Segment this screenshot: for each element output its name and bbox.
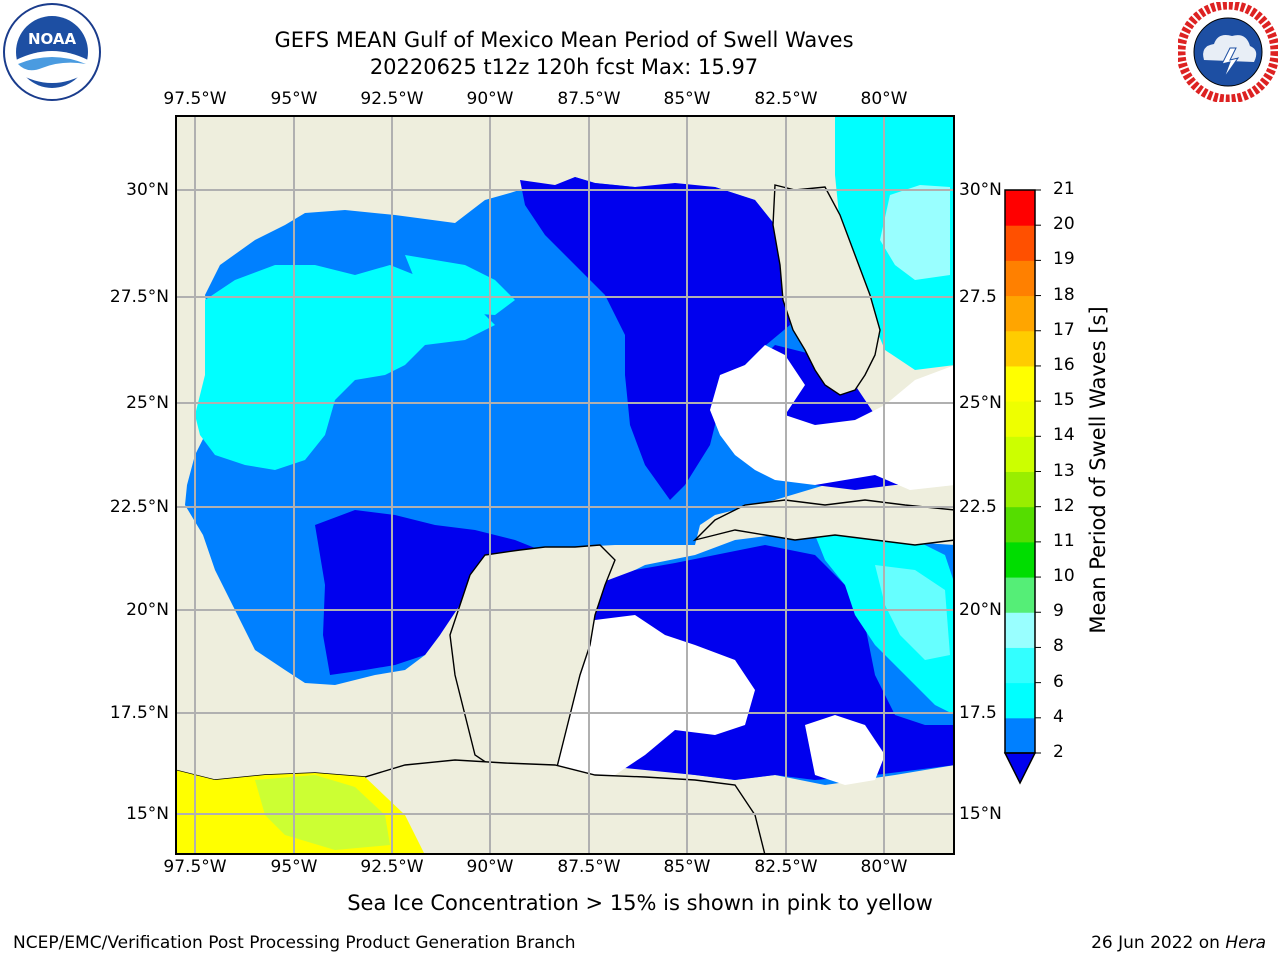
lon-label-bottom: 95°W bbox=[270, 857, 318, 877]
colorbar-tick-label: 14 bbox=[1053, 425, 1075, 446]
lon-label-top: 92.5°W bbox=[360, 89, 424, 109]
lon-label-bottom: 80°W bbox=[860, 857, 908, 877]
lon-label-top: 95°W bbox=[270, 89, 318, 109]
colorbar-bin bbox=[1005, 506, 1035, 543]
colorbar-bin bbox=[1005, 682, 1035, 719]
colorbar-bin bbox=[1005, 612, 1035, 648]
light-cyan-patch-caribbean bbox=[875, 565, 950, 660]
colorbar-bin bbox=[1005, 225, 1035, 261]
lon-label-top: 82.5°W bbox=[754, 89, 818, 109]
lon-label-top: 97.5°W bbox=[163, 89, 227, 109]
cyan-region-north bbox=[405, 255, 515, 315]
colorbar-tick-label: 19 bbox=[1053, 249, 1075, 270]
colorbar-bin bbox=[1005, 436, 1035, 472]
lat-label-right: 22.5 bbox=[959, 497, 997, 517]
colorbar-tick-label: 15 bbox=[1053, 390, 1075, 411]
lat-label-right: 27.5 bbox=[959, 287, 997, 307]
footer-branch: NCEP/EMC/Verification Post Processing Pr… bbox=[13, 933, 576, 953]
colorbar-bin bbox=[1005, 295, 1035, 332]
atlantic-pale-patch bbox=[880, 185, 950, 280]
footer-host: Hera bbox=[1225, 933, 1266, 953]
dark-blue-east-gulf bbox=[520, 177, 790, 500]
sea-ice-note: Sea Ice Concentration > 15% is shown in … bbox=[347, 891, 933, 915]
sea-ice-green-patch bbox=[255, 775, 390, 850]
colorbar-tick-label: 16 bbox=[1053, 354, 1075, 375]
lat-label-left: 17.5°N bbox=[109, 703, 169, 723]
no-data-patch-honduras bbox=[555, 615, 755, 780]
lat-label-right: 15°N bbox=[959, 804, 1002, 824]
footer-date: 26 Jun 2022 on Hera bbox=[1091, 933, 1266, 953]
colorbar-tick-label: 18 bbox=[1053, 284, 1075, 305]
lat-label-right: 30°N bbox=[959, 180, 1002, 200]
lat-label-left: 30°N bbox=[126, 180, 169, 200]
colorbar-bin bbox=[1005, 717, 1035, 754]
lat-label-left: 20°N bbox=[126, 600, 169, 620]
colorbar-bin bbox=[1005, 577, 1035, 613]
dark-blue-bay-of-campeche bbox=[315, 510, 540, 675]
cyan-region-west bbox=[195, 265, 495, 470]
lon-label-top: 85°W bbox=[663, 89, 711, 109]
chart-title: GEFS MEAN Gulf of Mexico Mean Period of … bbox=[274, 28, 854, 52]
colorbar-tick-label: 2 bbox=[1053, 742, 1064, 762]
colorbar-bin bbox=[1005, 330, 1035, 367]
colorbar-bin bbox=[1005, 190, 1035, 226]
colorbar-bin bbox=[1005, 401, 1035, 437]
no-data-patch-jamaica bbox=[805, 715, 885, 785]
lat-label-left: 27.5°N bbox=[109, 287, 169, 307]
lon-label-bottom: 90°W bbox=[466, 857, 514, 877]
chart-subtitle: 20220625 t12z 120h fcst Max: 15.97 bbox=[369, 55, 759, 79]
lon-label-bottom: 97.5°W bbox=[163, 857, 227, 877]
noaa-logo: NOAA bbox=[2, 2, 102, 102]
colorbar-bin bbox=[1005, 260, 1035, 297]
lat-label-left: 25°N bbox=[126, 393, 169, 413]
noaa-logo-text: NOAA bbox=[28, 30, 77, 48]
colorbar-tick-label: 6 bbox=[1053, 671, 1064, 692]
land-yucatan bbox=[449, 544, 616, 776]
colorbar-bin bbox=[1005, 471, 1035, 508]
lon-label-bottom: 87.5°W bbox=[557, 857, 621, 877]
lon-label-top: 80°W bbox=[860, 89, 908, 109]
lat-label-right: 20°N bbox=[959, 600, 1002, 620]
land-florida bbox=[772, 184, 881, 396]
colorbar-tick-label: 20 bbox=[1053, 214, 1075, 235]
lon-label-bottom: 82.5°W bbox=[754, 857, 818, 877]
lon-label-bottom: 85°W bbox=[663, 857, 711, 877]
map-panel bbox=[174, 115, 956, 856]
colorbar-extend-triangle bbox=[1003, 752, 1037, 785]
colorbar-tick-label: 13 bbox=[1053, 460, 1075, 481]
no-data-patch-bahamas bbox=[710, 345, 955, 490]
colorbar-tick-label: 17 bbox=[1053, 319, 1075, 340]
lat-label-right: 17.5 bbox=[959, 703, 997, 723]
swell-period-map bbox=[174, 115, 956, 856]
lat-label-left: 22.5°N bbox=[109, 497, 169, 517]
colorbar-tick-label: 21 bbox=[1053, 179, 1075, 199]
nws-logo bbox=[1176, 0, 1280, 104]
colorbar-tick-label: 12 bbox=[1053, 495, 1075, 516]
colorbar-graphic bbox=[1003, 189, 1041, 785]
lon-label-top: 90°W bbox=[466, 89, 514, 109]
colorbar-label: Mean Period of Swell Waves [s] bbox=[1086, 306, 1110, 634]
colorbar-tick-label: 4 bbox=[1053, 706, 1064, 727]
colorbar-tick-label: 8 bbox=[1053, 636, 1064, 657]
map-frame bbox=[175, 115, 955, 855]
lat-label-right: 25°N bbox=[959, 393, 1002, 413]
colorbar-tick-label: 11 bbox=[1053, 530, 1075, 551]
colorbar-bin bbox=[1005, 647, 1035, 684]
colorbar-tick-label: 10 bbox=[1053, 566, 1075, 587]
lon-label-top: 87.5°W bbox=[557, 89, 621, 109]
colorbar-bin bbox=[1005, 541, 1035, 578]
colorbar-ticks: 2 4 6 8 9 10 11 12 13 14 15 16 17 18 19 20 21 bbox=[1050, 0, 1090, 960]
colorbar-tick-label: 9 bbox=[1053, 601, 1064, 622]
colorbar bbox=[1000, 185, 1050, 785]
grid-lines bbox=[175, 115, 955, 855]
colorbar-bin bbox=[1005, 365, 1035, 402]
lon-label-bottom: 92.5°W bbox=[360, 857, 424, 877]
lat-label-left: 15°N bbox=[126, 804, 169, 824]
footer-date-text: 26 Jun 2022 on bbox=[1091, 933, 1226, 953]
